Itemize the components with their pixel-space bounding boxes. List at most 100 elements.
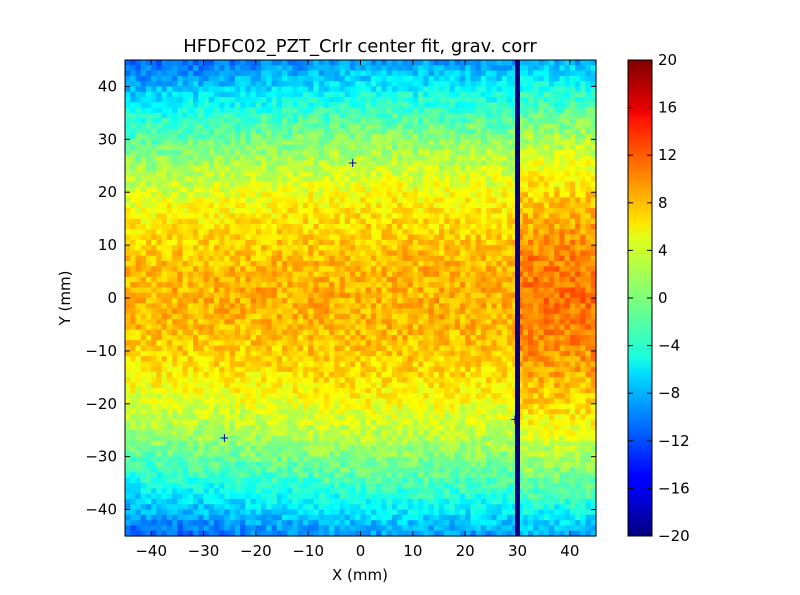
heatmap-cell [240, 176, 246, 183]
heatmap-cell [245, 308, 252, 315]
heatmap-cell [423, 202, 430, 209]
heatmap-cell [496, 192, 503, 199]
heatmap-cell [569, 319, 576, 326]
heatmap-cell [580, 81, 587, 88]
heatmap-cell [355, 350, 362, 357]
heatmap-cell [140, 213, 147, 220]
heatmap-cell [449, 149, 456, 156]
heatmap-cell [538, 324, 545, 331]
heatmap-cell [564, 313, 571, 320]
heatmap-cell [449, 276, 456, 283]
heatmap-cell [308, 102, 314, 109]
heatmap-cell [313, 250, 320, 257]
heatmap-cell [355, 202, 362, 209]
heatmap-cell [156, 123, 163, 130]
heatmap-cell [339, 139, 346, 146]
heatmap-cell [271, 144, 278, 151]
heatmap-cell [297, 202, 304, 209]
heatmap-cell [569, 266, 576, 273]
heatmap-cell [370, 107, 377, 114]
heatmap-cell [140, 128, 147, 135]
heatmap-cell [350, 218, 356, 225]
heatmap-cell [475, 266, 482, 273]
heatmap-cell [486, 65, 492, 72]
heatmap-cell [224, 181, 231, 188]
heatmap-cell [182, 340, 189, 347]
heatmap-cell [428, 313, 435, 320]
heatmap-cell [470, 335, 477, 341]
heatmap-cell [517, 107, 524, 114]
heatmap-cell [370, 250, 377, 257]
heatmap-cell [255, 165, 262, 172]
heatmap-cell [334, 271, 341, 278]
heatmap-cell [360, 139, 367, 146]
heatmap-cell [250, 324, 257, 331]
heatmap-cell [376, 292, 383, 299]
heatmap-cell [496, 70, 503, 77]
heatmap-cell [140, 324, 147, 331]
heatmap-cell [527, 250, 534, 257]
heatmap-cell [444, 345, 451, 352]
heatmap-cell [475, 165, 482, 172]
heatmap-cell [538, 229, 545, 236]
heatmap-cell [585, 335, 592, 341]
heatmap-cell [454, 324, 461, 331]
heatmap-cell [318, 239, 325, 246]
heatmap-cell [350, 176, 356, 183]
heatmap-cell [370, 266, 377, 273]
heatmap-cell [140, 139, 147, 146]
heatmap-cell [575, 329, 581, 336]
heatmap-cell [245, 335, 252, 341]
heatmap-cell [208, 260, 215, 267]
heatmap-cell [507, 255, 513, 262]
heatmap-cell [564, 218, 571, 225]
heatmap-cell [344, 102, 351, 109]
heatmap-cell [334, 165, 341, 172]
heatmap-cell [130, 335, 137, 341]
heatmap-cell [496, 266, 503, 273]
heatmap-cell [391, 176, 398, 183]
heatmap-cell [302, 213, 309, 220]
heatmap-cell [339, 250, 346, 257]
heatmap-cell [208, 86, 215, 93]
heatmap-cell [339, 229, 346, 236]
heatmap-cell [575, 234, 581, 241]
heatmap-cell [234, 266, 241, 273]
heatmap-cell [350, 75, 356, 82]
heatmap-cell [234, 107, 241, 114]
heatmap-cell [151, 118, 157, 125]
heatmap-cell [365, 81, 372, 88]
heatmap-cell [140, 260, 147, 267]
heatmap-cell [402, 102, 409, 109]
heatmap-cell [198, 202, 205, 209]
heatmap-cell [486, 81, 492, 88]
heatmap-cell [397, 155, 403, 162]
heatmap-cell [376, 155, 383, 162]
heatmap-cell [344, 282, 351, 289]
heatmap-cell [517, 255, 524, 262]
heatmap-cell [208, 245, 215, 251]
heatmap-cell [554, 298, 560, 304]
heatmap-cell [580, 181, 587, 188]
heatmap-cell [130, 86, 137, 93]
heatmap-cell [444, 70, 451, 77]
heatmap-cell [135, 81, 142, 88]
heatmap-cell [193, 75, 199, 82]
heatmap-cell [125, 176, 131, 183]
heatmap-cell [302, 223, 309, 230]
heatmap-cell [538, 165, 545, 172]
heatmap-cell [381, 107, 388, 114]
heatmap-cell [439, 160, 445, 167]
heatmap-cell [287, 186, 294, 193]
heatmap-cell [496, 250, 503, 257]
heatmap-cell [585, 97, 592, 103]
heatmap-cell [282, 208, 288, 214]
heatmap-cell [213, 287, 220, 294]
heatmap-cell [480, 155, 487, 162]
heatmap-cell [271, 128, 278, 135]
heatmap-cell [156, 345, 163, 352]
heatmap-cell [255, 171, 262, 177]
heatmap-cell [224, 319, 231, 326]
heatmap-cell [287, 118, 294, 125]
heatmap-cell [507, 298, 513, 304]
